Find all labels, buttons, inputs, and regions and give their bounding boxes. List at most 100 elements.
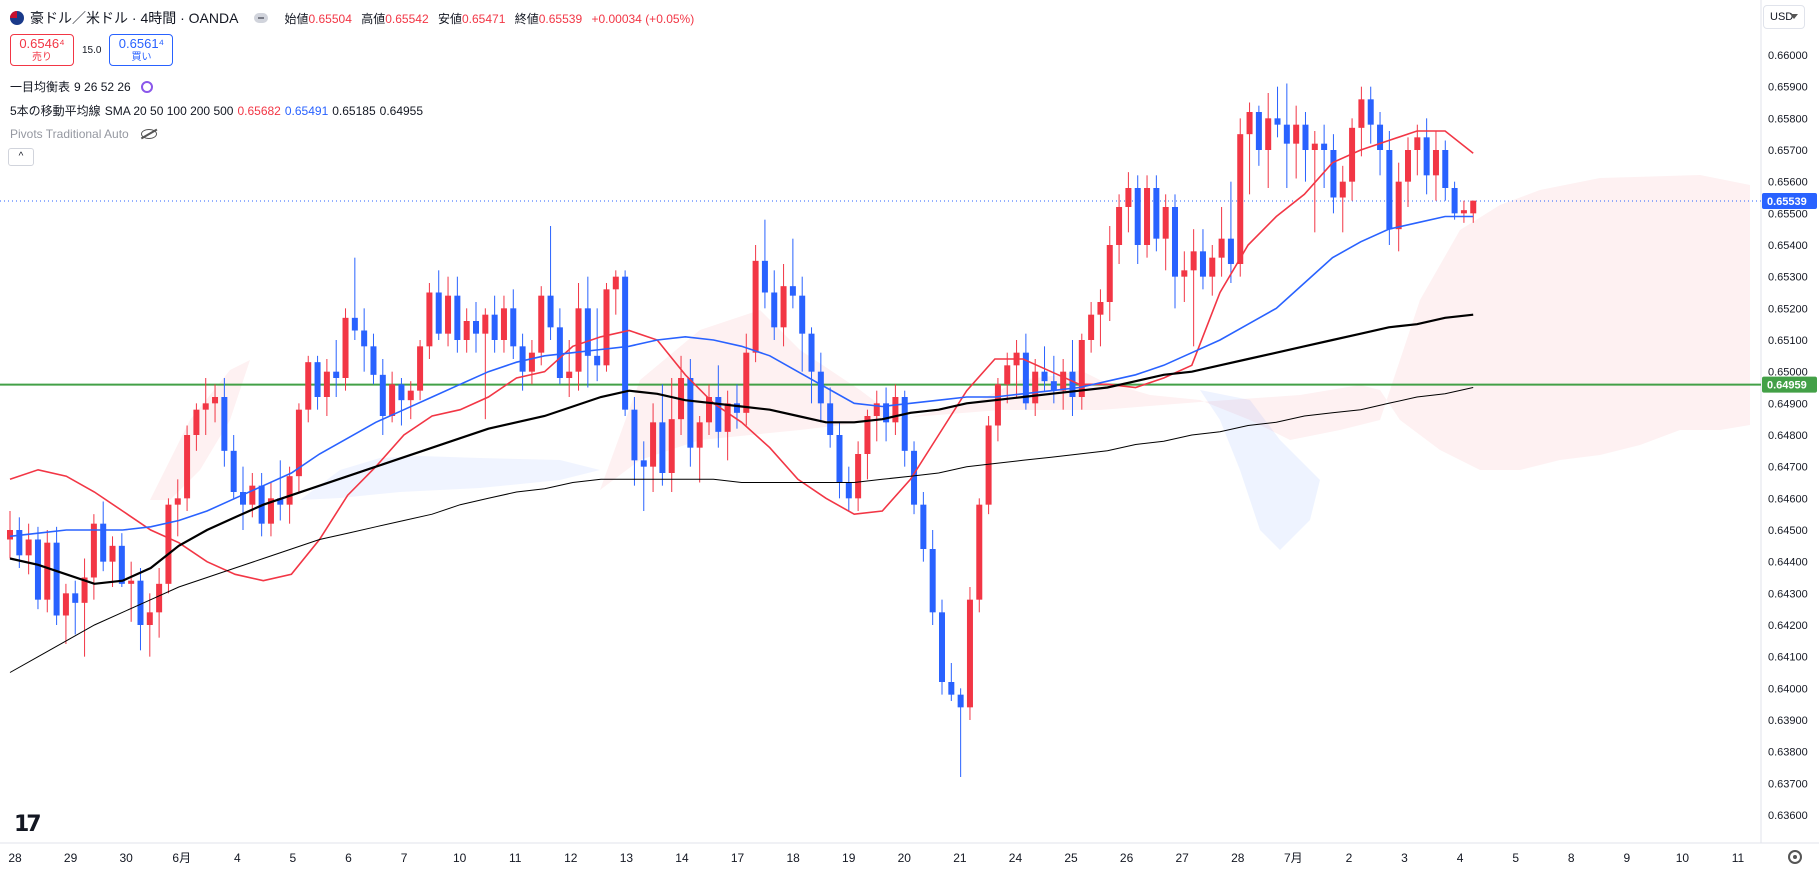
candle: [1246, 102, 1253, 195]
close-value: 0.65539: [538, 11, 583, 26]
symbol-title[interactable]: 豪ドル／米ドル · 4時間 · OANDA: [30, 10, 239, 26]
candle-body: [184, 435, 191, 499]
candle: [994, 378, 1001, 442]
candle-body: [473, 321, 479, 334]
currency-select[interactable]: USD: [1763, 5, 1805, 29]
candle: [1255, 105, 1262, 166]
price-tick-label: 0.65400: [1768, 240, 1808, 252]
price-tick-label: 0.65000: [1768, 367, 1808, 379]
collapse-legend-button[interactable]: ^: [8, 148, 34, 166]
candle-body: [1069, 371, 1076, 397]
price-tick-label: 0.64400: [1768, 557, 1808, 569]
price-tick-label: 0.63800: [1768, 747, 1808, 759]
sma-value-3: 0.65185: [332, 103, 376, 118]
current-price-tag-bg: [1762, 192, 1817, 209]
candle: [128, 561, 135, 622]
candle: [100, 501, 107, 572]
candle: [1451, 181, 1458, 220]
candle-body: [817, 371, 824, 404]
candle: [696, 416, 703, 483]
candle: [1367, 86, 1374, 144]
price-tick-label: 0.65300: [1768, 272, 1808, 284]
candle-body: [761, 260, 768, 293]
candle: [650, 403, 657, 492]
candle: [659, 384, 666, 486]
indicator-ichimoku[interactable]: 一目均衡表 9 26 52 26: [10, 78, 153, 95]
candle-body: [249, 485, 256, 505]
candle: [1134, 175, 1141, 264]
candle-body: [1460, 210, 1467, 214]
candle: [426, 283, 433, 359]
candle-body: [1423, 137, 1430, 176]
candle: [1460, 200, 1467, 223]
candle-body: [342, 317, 349, 378]
price-tick-label: 0.66000: [1768, 50, 1808, 62]
candle: [491, 295, 498, 353]
cycle-icon[interactable]: [140, 80, 153, 93]
sma-value-2: 0.65491: [284, 103, 329, 118]
buy-button[interactable]: 0.6561⁴ 買い: [109, 34, 174, 66]
candle: [976, 498, 983, 613]
candle-body: [34, 539, 41, 600]
candle: [883, 387, 890, 442]
candle: [156, 568, 163, 638]
candle-body: [1377, 124, 1384, 150]
candle: [1078, 333, 1085, 410]
candle-body: [361, 330, 368, 347]
indicator-pivots[interactable]: Pivots Traditional Auto: [10, 127, 157, 141]
candle-body: [286, 476, 293, 505]
price-tick-label: 0.64800: [1768, 430, 1808, 442]
candle: [855, 441, 862, 511]
candle: [743, 333, 750, 426]
time-tick-label: 9: [1623, 851, 1630, 865]
candle: [1237, 118, 1244, 277]
minimize-icon[interactable]: [254, 13, 269, 23]
candle-body: [1255, 112, 1262, 150]
candle: [109, 536, 116, 587]
candle-body: [836, 435, 843, 483]
candle-body: [351, 317, 358, 331]
candle-body: [435, 292, 442, 334]
candle-body: [118, 545, 125, 584]
candle: [1414, 124, 1421, 176]
candle-body: [1153, 188, 1160, 239]
candle-body: [519, 346, 526, 372]
candle: [482, 308, 489, 420]
candle: [1181, 251, 1188, 302]
candle: [62, 583, 69, 644]
candle: [939, 599, 945, 695]
candle-body: [911, 450, 918, 505]
sma-line-2: [9, 215, 1474, 538]
candle-body: [109, 545, 116, 562]
candle-body: [1227, 238, 1234, 264]
candle-body: [538, 295, 545, 353]
candle: [389, 371, 396, 423]
candle: [901, 390, 908, 467]
time-tick-label: 7月: [1284, 851, 1303, 865]
candle: [1395, 162, 1402, 252]
candle: [892, 384, 899, 435]
eye-hidden-icon[interactable]: [140, 129, 157, 139]
candle: [771, 270, 778, 340]
candle: [323, 359, 330, 416]
indicator-sma[interactable]: 5本の移動平均線 SMA 20 50 100 200 500 0.65682 0…: [10, 102, 423, 119]
candle-body: [72, 593, 79, 603]
sell-button[interactable]: 0.6546⁴ 売り: [10, 34, 74, 66]
time-tick-label: 3: [1401, 851, 1408, 865]
candle-body: [883, 403, 890, 423]
candle-body: [137, 580, 144, 625]
candle-body: [780, 286, 787, 328]
candle: [1321, 124, 1328, 188]
candle-body: [426, 292, 433, 347]
candle: [184, 425, 191, 511]
settings-icon[interactable]: [1788, 850, 1802, 864]
candle: [612, 270, 619, 315]
candle-body: [398, 384, 405, 401]
candle: [221, 378, 228, 467]
candle-body: [53, 542, 60, 616]
candle: [165, 498, 172, 594]
time-tick-label: 7: [401, 851, 408, 865]
time-tick-label: 6月: [172, 851, 191, 865]
candle-body: [454, 295, 461, 340]
